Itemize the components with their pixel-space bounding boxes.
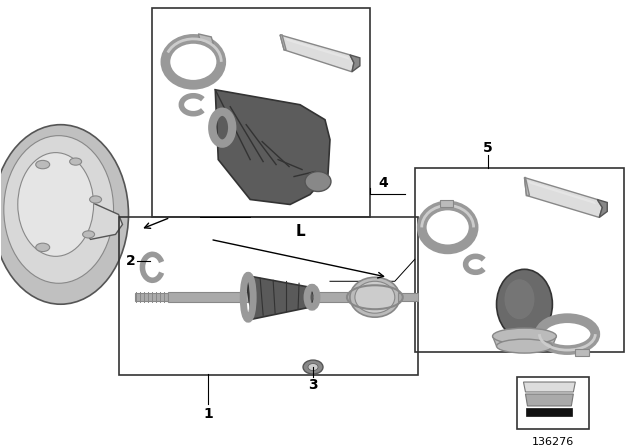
Ellipse shape — [36, 160, 50, 169]
Ellipse shape — [36, 243, 50, 252]
Ellipse shape — [18, 153, 93, 256]
Ellipse shape — [308, 364, 318, 370]
Polygon shape — [527, 181, 596, 204]
Polygon shape — [525, 394, 573, 406]
Ellipse shape — [350, 277, 400, 317]
Ellipse shape — [70, 158, 82, 165]
Polygon shape — [215, 90, 330, 204]
Ellipse shape — [355, 281, 395, 313]
Ellipse shape — [4, 136, 113, 283]
Text: 3: 3 — [308, 378, 318, 392]
Polygon shape — [280, 35, 286, 50]
Bar — [118, 217, 418, 375]
Polygon shape — [245, 275, 315, 319]
Polygon shape — [285, 38, 350, 60]
Ellipse shape — [303, 360, 323, 374]
Bar — [415, 168, 624, 352]
Polygon shape — [527, 408, 572, 416]
Text: 4: 4 — [378, 176, 388, 190]
Polygon shape — [168, 292, 248, 302]
Polygon shape — [198, 34, 213, 44]
Polygon shape — [524, 177, 529, 195]
Ellipse shape — [493, 328, 556, 344]
Polygon shape — [493, 336, 556, 346]
Polygon shape — [398, 293, 418, 301]
Ellipse shape — [497, 269, 552, 339]
Text: 2: 2 — [125, 254, 136, 268]
Polygon shape — [575, 349, 589, 356]
Polygon shape — [280, 35, 354, 72]
Polygon shape — [524, 177, 602, 217]
Text: 1: 1 — [204, 407, 213, 421]
Polygon shape — [524, 382, 575, 392]
Ellipse shape — [90, 196, 102, 203]
Ellipse shape — [83, 231, 95, 238]
Polygon shape — [136, 293, 168, 301]
Polygon shape — [440, 201, 452, 207]
Text: 5: 5 — [483, 141, 492, 155]
Ellipse shape — [305, 172, 331, 191]
Polygon shape — [597, 199, 607, 217]
Bar — [518, 377, 589, 429]
Ellipse shape — [497, 339, 552, 353]
Ellipse shape — [0, 125, 129, 304]
Polygon shape — [310, 292, 360, 302]
Text: L: L — [295, 224, 305, 239]
Text: 136276: 136276 — [532, 437, 575, 447]
Ellipse shape — [504, 279, 534, 319]
Bar — [152, 8, 370, 217]
Polygon shape — [81, 198, 122, 239]
Polygon shape — [350, 55, 360, 72]
